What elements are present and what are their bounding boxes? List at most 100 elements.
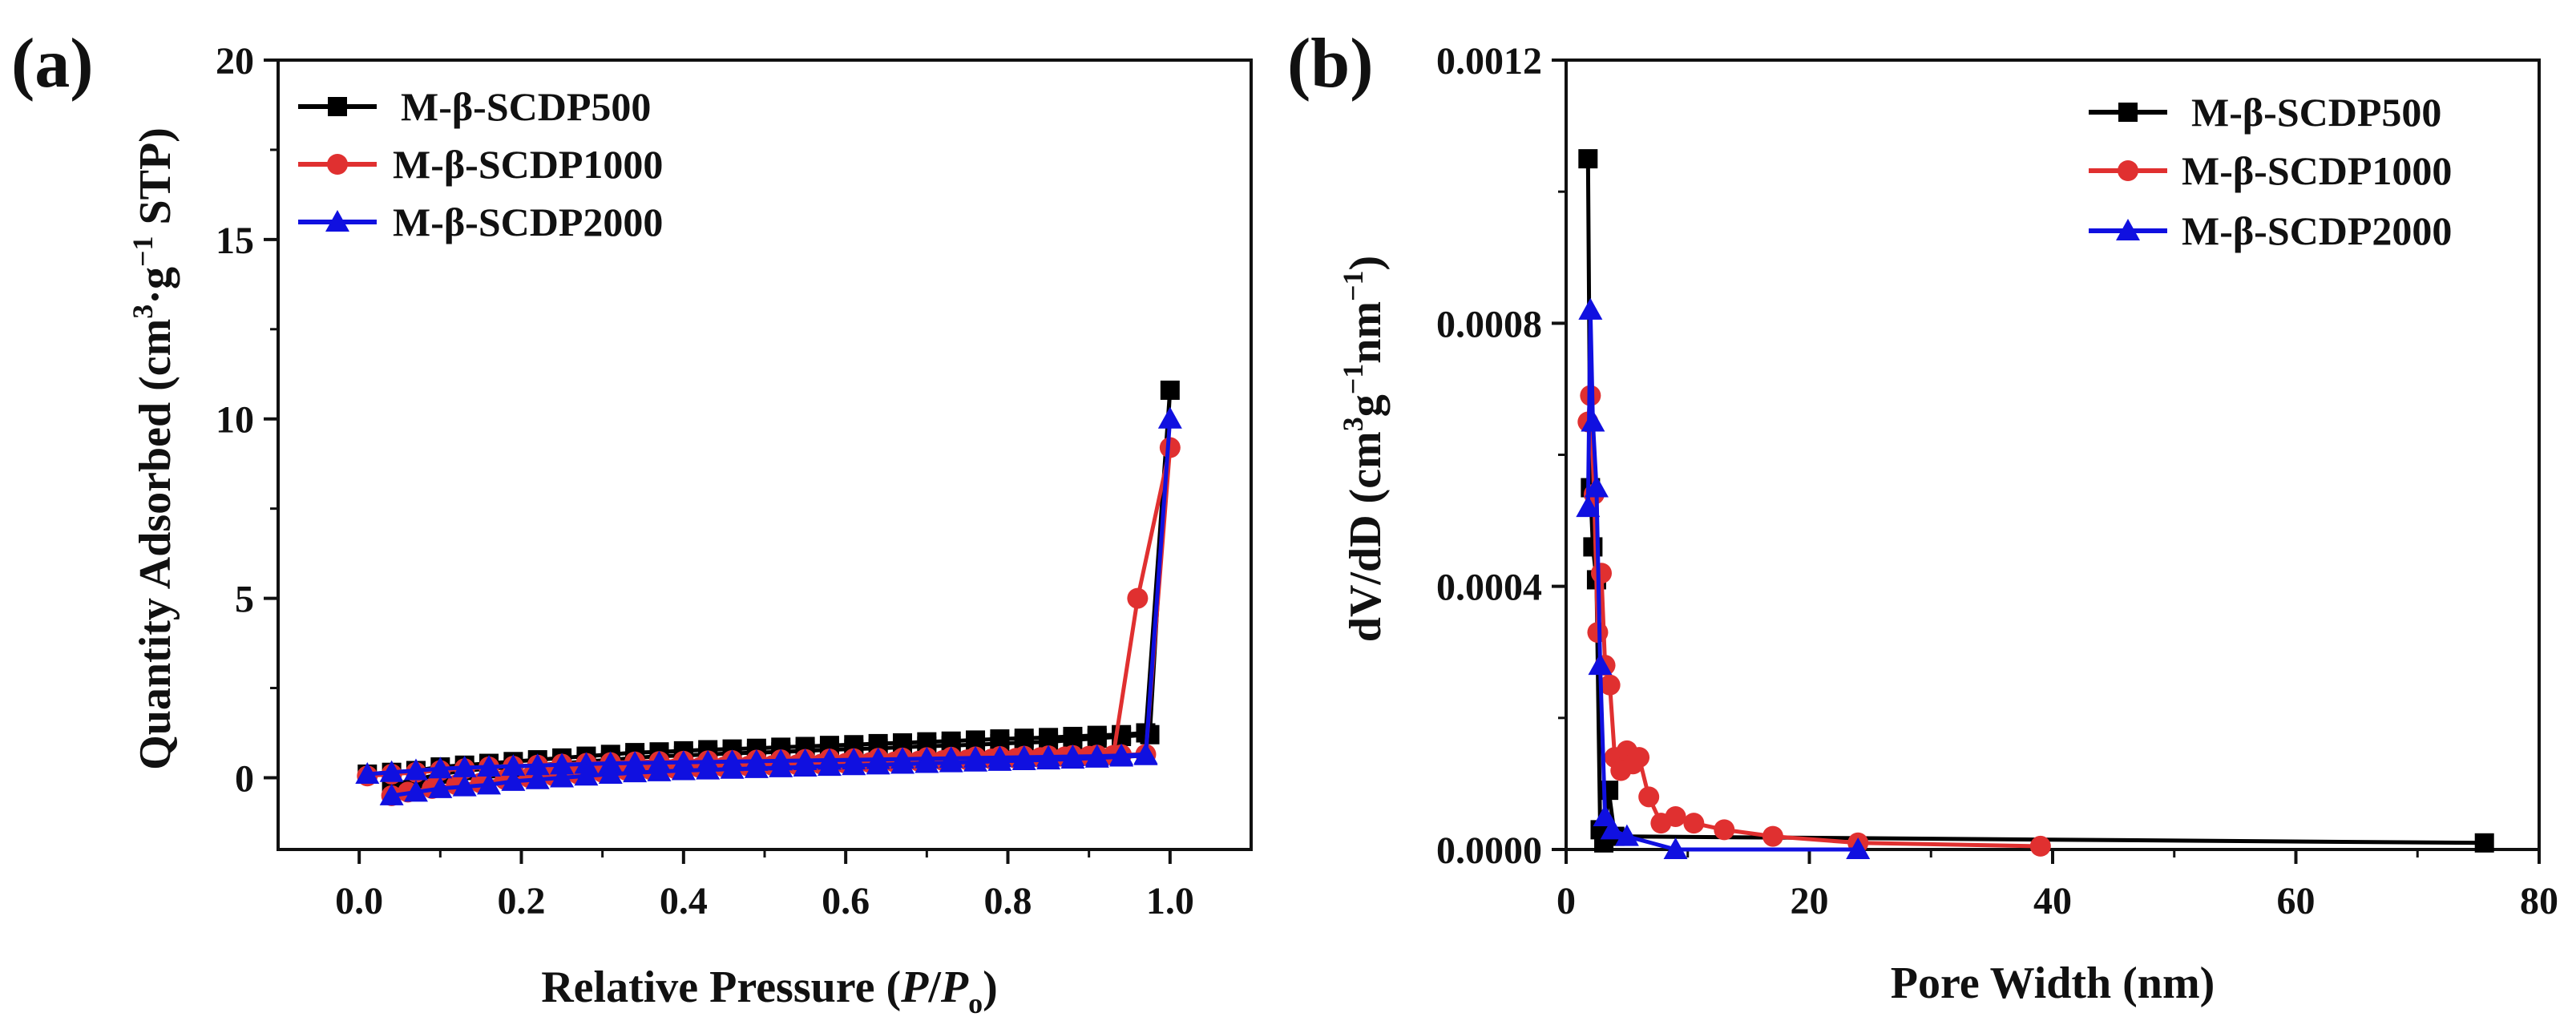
panel-b-data-point bbox=[1576, 495, 1601, 518]
panel-b-data-point bbox=[1762, 825, 1783, 847]
panel-b-data-point bbox=[1578, 297, 1603, 320]
legend-b-marker-2000 bbox=[2116, 219, 2140, 240]
panel-a-data-point bbox=[1036, 748, 1061, 770]
panel-b-ytick-label: 0.0008 bbox=[1436, 303, 1542, 345]
panel-a-data-point bbox=[720, 757, 745, 779]
panel-a-ylabel-mid: ·g bbox=[131, 267, 180, 305]
panel-b-data-point bbox=[1599, 674, 1621, 696]
panel-b-ylabel-mid2: nm bbox=[1341, 301, 1391, 364]
panel-b-data-point bbox=[1578, 149, 1598, 169]
panel-a-data-point bbox=[915, 751, 939, 773]
panel-a-data-point bbox=[866, 753, 890, 775]
panel-a-data-point bbox=[769, 755, 793, 777]
panel-a-xlabel-suffix: ) bbox=[983, 962, 998, 1012]
panel-b-ylabel-sup1: 3 bbox=[1337, 417, 1369, 431]
panel-a-xtick-label: 1.0 bbox=[1146, 880, 1194, 922]
panel-a-data-point bbox=[477, 773, 502, 795]
legend-a-label-500: M-β-SCDP500 bbox=[401, 84, 651, 129]
legend-b-marker-1000 bbox=[2118, 160, 2138, 181]
panel-a-ylabel-main: Quantity Adsorbed (cm bbox=[131, 319, 180, 770]
panel-a-data-point bbox=[428, 757, 453, 779]
panel-a-data-point bbox=[452, 755, 477, 777]
panel-a-xtick-label: 0.8 bbox=[984, 880, 1032, 922]
panel-a-data-point bbox=[501, 769, 526, 791]
panel-a-data-point bbox=[525, 767, 550, 789]
panel-b-x-axis-label: Pore Width (nm) bbox=[1891, 958, 2215, 1008]
panel-a-xlabel-p: P bbox=[900, 962, 929, 1012]
panel-a-series bbox=[355, 380, 1182, 806]
panel-b-ytick-label: 0.0012 bbox=[1436, 40, 1542, 83]
panel-a-data-point bbox=[1157, 406, 1182, 429]
panel-b-series-0 bbox=[1578, 149, 2494, 853]
panel-a-ytick-label: 20 bbox=[216, 40, 254, 83]
panel-a-data-point bbox=[1060, 747, 1085, 769]
panel-b-data-point bbox=[1591, 563, 1613, 584]
legend-a-marker-2000 bbox=[325, 210, 349, 232]
panel-a-data-point bbox=[647, 759, 672, 781]
panel-b-xtick-label: 40 bbox=[2033, 880, 2072, 922]
panel-a-data-point bbox=[574, 764, 599, 786]
panel-a-data-point bbox=[379, 783, 404, 805]
panel-b-ylabel-sup2: −1 bbox=[1337, 364, 1369, 395]
legend-a-marker-500 bbox=[328, 97, 347, 116]
panel-a-ytick-label: 10 bbox=[216, 399, 254, 442]
panel-a-ylabel-sup1: 3 bbox=[127, 305, 159, 319]
panel-a-xlabel-slash: / bbox=[927, 962, 942, 1012]
panel-b-xtick-label: 20 bbox=[1791, 880, 1829, 922]
panel-a-series-0 bbox=[357, 380, 1180, 795]
panel-a-data-point bbox=[574, 752, 599, 774]
panel-b-data-point bbox=[1588, 653, 1613, 676]
panel-b-ylabel-main: dV/dD (cm bbox=[1341, 431, 1391, 642]
panel-a-xtick-label: 0.6 bbox=[822, 880, 870, 922]
panel-a-data-point bbox=[1160, 380, 1180, 400]
panel-b-data-point bbox=[1581, 410, 1605, 432]
panel-a-data-point bbox=[1133, 743, 1158, 765]
panel-a-data-point bbox=[1127, 587, 1149, 609]
panel-a-ylabel-sup2: −1 bbox=[127, 236, 159, 268]
panel-b-ylabel-end: ) bbox=[1341, 256, 1391, 271]
panel-a-ticks: 0.0 0.2 0.4 0.6 0.8 1.0 0 5 10 15 20 bbox=[216, 40, 1194, 922]
panel-a-data-point bbox=[379, 760, 404, 782]
panel-a-data-point bbox=[842, 753, 866, 776]
panel-b-data-point bbox=[1584, 475, 1609, 498]
panel-b-y-axis-label: dV/dD (cm3g−1nm−1) bbox=[1337, 256, 1391, 642]
panel-a-series-line bbox=[367, 388, 1173, 787]
panel-a-ytick-label: 5 bbox=[235, 579, 254, 621]
panel-a-data-point bbox=[1109, 744, 1134, 767]
panel-a-x-axis-label: Relative Pressure (P/Po) bbox=[541, 962, 998, 1019]
panel-b-legend: M-β-SCDP500 M-β-SCDP1000 M-β-SCDP2000 bbox=[2089, 90, 2452, 253]
panel-a-data-point bbox=[355, 761, 380, 784]
panel-a-data-point bbox=[452, 774, 477, 797]
panel-b-data-point bbox=[2474, 833, 2494, 853]
panel-b-series-line bbox=[1585, 159, 2485, 845]
panel-b-series-1 bbox=[1577, 385, 2051, 857]
panel-a-data-point bbox=[598, 761, 623, 784]
panel-a-xtick-label: 0.0 bbox=[335, 880, 383, 922]
panel-b-data-point bbox=[1638, 786, 1660, 808]
panel-a-data-point bbox=[817, 754, 842, 777]
panel-a-xtick-label: 0.4 bbox=[660, 880, 708, 922]
panel-b-data-point bbox=[1600, 817, 1625, 840]
panel-a-xlabel-sub: o bbox=[968, 987, 983, 1019]
panel-b-series-2 bbox=[1576, 297, 1871, 859]
panel-b-data-point bbox=[1629, 747, 1650, 769]
panel-b-data-point bbox=[1665, 805, 1686, 827]
panel-a-data-point bbox=[428, 776, 453, 798]
panel-b-label: (b) bbox=[1287, 25, 1374, 103]
panel-b-series-line bbox=[1585, 393, 2041, 849]
panel-b-data-point bbox=[1614, 824, 1639, 846]
panel-a-data-point bbox=[1011, 748, 1036, 770]
panel-a-data-point bbox=[744, 756, 769, 778]
panel-a-ylabel-end: STP) bbox=[131, 127, 180, 236]
panel-b-series bbox=[1576, 149, 2494, 859]
panel-a-data-point bbox=[477, 755, 502, 777]
panel-b-ylabel-mid: g bbox=[1341, 394, 1391, 417]
panel-a-series-2 bbox=[355, 406, 1182, 805]
panel-b-data-point bbox=[1846, 837, 1871, 859]
legend-b-label-500: M-β-SCDP500 bbox=[2191, 90, 2441, 135]
panel-b-ytick-label: 0.0000 bbox=[1436, 829, 1542, 872]
panel-b: (b) 0 20 40 60 80 0.0000 0.0004 0.0008 0.0012 M-… bbox=[1287, 25, 2558, 1008]
panel-a-data-point bbox=[623, 761, 648, 783]
panel-a-data-point bbox=[793, 755, 818, 777]
